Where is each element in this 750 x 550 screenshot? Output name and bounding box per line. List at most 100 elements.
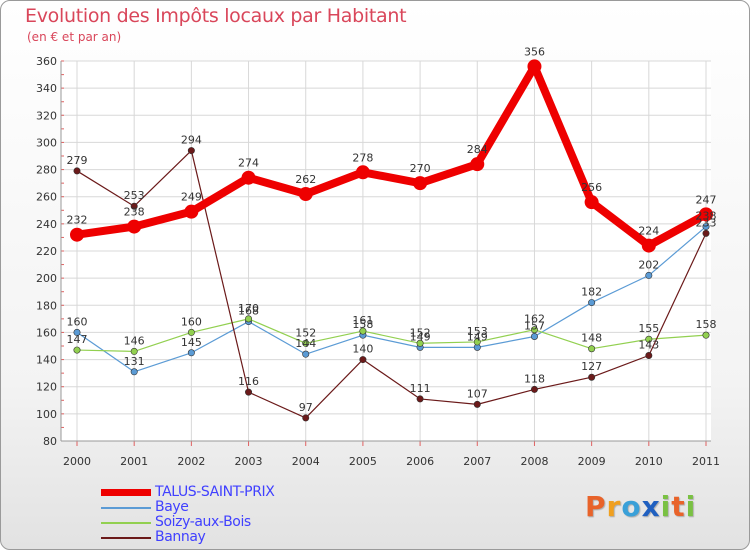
data-point xyxy=(245,388,253,396)
y-tick-label: 80 xyxy=(43,435,57,448)
data-point xyxy=(187,328,195,336)
data-label: 157 xyxy=(524,320,545,333)
data-point xyxy=(641,238,656,253)
x-tick-label: 2000 xyxy=(63,455,91,468)
data-point xyxy=(130,368,138,376)
x-tick-label: 2005 xyxy=(349,455,377,468)
data-label: 140 xyxy=(352,343,373,356)
legend-item: Bannay xyxy=(101,530,274,545)
data-label: 270 xyxy=(410,162,431,175)
x-tick-label: 2011 xyxy=(692,455,720,468)
data-label: 170 xyxy=(238,302,259,315)
logo-letter: x xyxy=(641,490,661,523)
data-point xyxy=(416,395,424,403)
data-point xyxy=(130,202,138,210)
legend-label: Soizy-aux-Bois xyxy=(155,514,251,530)
data-label: 153 xyxy=(467,325,488,338)
data-label: 249 xyxy=(181,191,202,204)
data-label: 147 xyxy=(67,333,88,346)
x-tick-label: 2004 xyxy=(292,455,320,468)
data-label: 118 xyxy=(524,372,545,385)
x-tick-label: 2010 xyxy=(635,455,663,468)
data-label: 155 xyxy=(638,322,659,335)
series-line xyxy=(76,226,707,373)
legend-item: TALUS-SAINT-PRIX xyxy=(101,485,275,500)
data-label: 202 xyxy=(638,258,659,271)
data-point xyxy=(702,229,710,237)
data-point xyxy=(70,227,84,242)
data-point xyxy=(187,349,195,357)
data-point xyxy=(298,187,313,201)
logo-letter: i xyxy=(685,490,697,523)
data-point xyxy=(530,326,538,334)
data-label: 162 xyxy=(524,313,545,326)
y-tick-label: 300 xyxy=(36,136,57,149)
data-point xyxy=(588,345,596,353)
data-point xyxy=(473,400,481,408)
data-point xyxy=(416,339,424,347)
data-label: 149 xyxy=(410,330,431,343)
data-label: 278 xyxy=(352,151,373,164)
data-point xyxy=(702,223,710,231)
data-label: 131 xyxy=(124,355,145,368)
data-point xyxy=(588,299,596,307)
data-label: 294 xyxy=(181,134,202,147)
y-tick-label: 360 xyxy=(36,55,57,68)
data-label: 253 xyxy=(124,189,145,202)
data-label: 107 xyxy=(467,387,488,400)
data-point xyxy=(645,351,653,359)
data-point xyxy=(302,339,310,347)
x-tick-label: 2003 xyxy=(235,455,263,468)
data-label: 182 xyxy=(581,286,602,299)
y-tick-label: 340 xyxy=(36,82,57,95)
data-point xyxy=(73,328,81,336)
data-label: 284 xyxy=(467,143,488,156)
data-point xyxy=(699,207,713,222)
data-label: 158 xyxy=(352,318,373,331)
data-label: 224 xyxy=(638,225,659,238)
data-label: 111 xyxy=(410,382,431,395)
data-label: 97 xyxy=(299,401,313,414)
data-label: 256 xyxy=(581,181,602,194)
series-line xyxy=(76,62,708,250)
chart-legend: TALUS-SAINT-PRIX Baye Soizy-aux-Bois Bannay xyxy=(101,485,275,545)
proxiti-logo: Proxiti xyxy=(585,490,696,523)
data-label: 262 xyxy=(295,173,316,186)
y-tick-label: 180 xyxy=(36,299,57,312)
data-label: 158 xyxy=(696,318,717,331)
data-point xyxy=(588,373,596,381)
legend-item: Soizy-aux-Bois xyxy=(101,515,274,530)
y-tick-label: 120 xyxy=(36,381,57,394)
data-point xyxy=(470,157,485,172)
data-label: 127 xyxy=(581,360,602,373)
legend-item: Baye xyxy=(101,500,274,515)
data-label: 149 xyxy=(467,330,488,343)
data-label: 116 xyxy=(238,375,259,388)
logo-letter: t xyxy=(671,490,686,523)
x-tick-label: 2002 xyxy=(177,455,205,468)
data-point xyxy=(359,327,367,335)
data-point xyxy=(702,331,710,339)
data-point xyxy=(413,176,428,191)
data-point xyxy=(530,385,538,393)
data-label: 144 xyxy=(295,337,316,350)
data-label: 146 xyxy=(124,334,145,347)
y-tick-label: 220 xyxy=(36,245,57,258)
data-point xyxy=(645,271,653,279)
data-point xyxy=(302,414,310,422)
legend-swatch xyxy=(101,489,151,496)
data-label: 233 xyxy=(696,216,717,229)
data-point xyxy=(73,346,81,354)
data-point xyxy=(584,195,599,210)
data-label: 168 xyxy=(238,305,259,318)
data-label: 160 xyxy=(67,315,88,328)
y-tick-label: 260 xyxy=(36,191,57,204)
x-tick-label: 2006 xyxy=(406,455,434,468)
logo-letter: i xyxy=(660,490,672,523)
y-tick-label: 160 xyxy=(36,326,57,339)
y-tick-label: 100 xyxy=(36,408,57,421)
data-point xyxy=(241,170,256,185)
data-label: 152 xyxy=(410,326,431,339)
